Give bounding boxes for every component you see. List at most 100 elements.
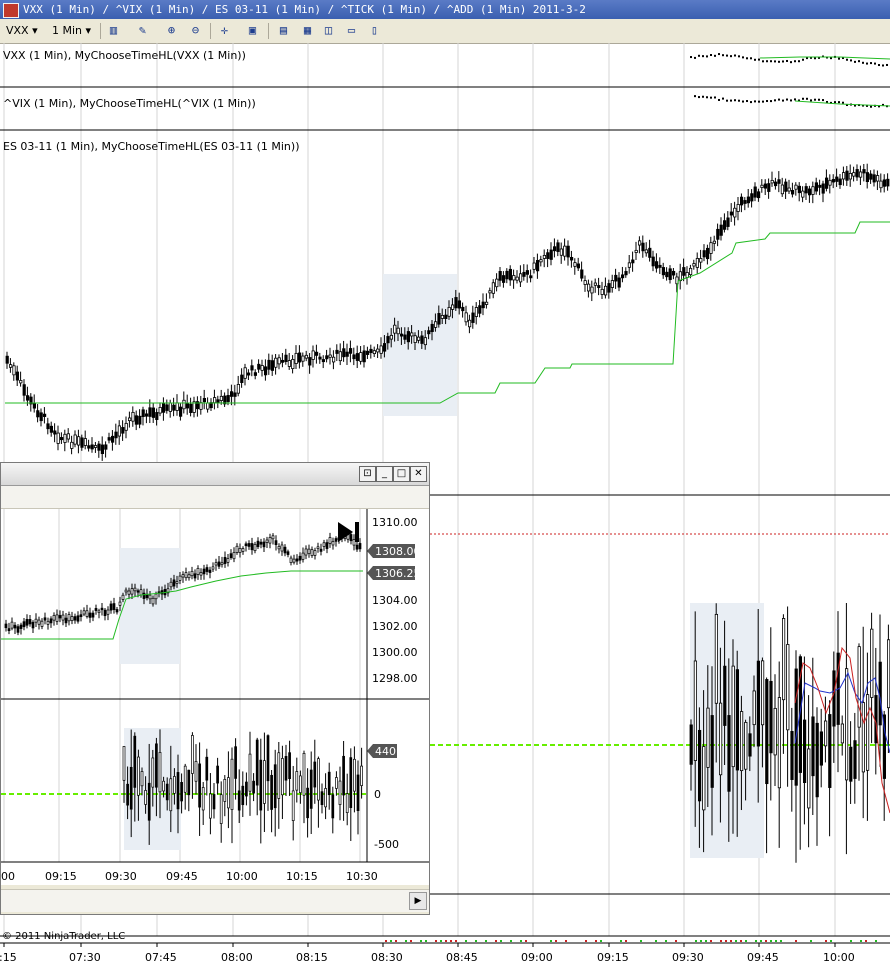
candle-body: [835, 176, 839, 182]
strategy-icon[interactable]: ▤: [279, 23, 288, 37]
candle-body: [689, 267, 693, 276]
strip-marker: [500, 940, 502, 942]
inset-candle-body: [244, 543, 248, 547]
interval-selector[interactable]: 1 Min ▾: [52, 24, 92, 37]
horizontal-scrollbar[interactable]: ▶: [1, 889, 429, 912]
chart-trader-icon[interactable]: ◫: [324, 23, 333, 37]
vix-point: [866, 104, 868, 107]
main-chart-area[interactable]: VXX (1 Min), MyChooseTimeHL(VXX (1 Min))…: [0, 43, 890, 976]
bar-type-icon[interactable]: ▥: [109, 23, 118, 37]
candle-body: [763, 183, 768, 189]
inset-candle-body: [193, 573, 197, 579]
candle-body: [886, 178, 890, 187]
zoom-out-icon[interactable]: ⊖: [191, 23, 200, 37]
window-linking-icon[interactable]: ▯: [370, 23, 379, 37]
inset-candle-body: [106, 609, 110, 615]
candle-body: [760, 184, 764, 188]
minimize-icon[interactable]: _: [376, 466, 393, 482]
vxx-point: [754, 58, 756, 61]
tick-bar-body: [828, 714, 832, 788]
strip-marker: [780, 940, 782, 942]
candle-body: [233, 392, 237, 397]
candle-body: [73, 434, 77, 445]
tick-bar-body: [853, 740, 857, 779]
inset-tick-body: [137, 756, 140, 796]
candle-body: [189, 403, 193, 413]
candle-body: [706, 247, 710, 260]
candle-body: [382, 343, 387, 352]
pencil-icon[interactable]: ✎: [138, 23, 147, 37]
time-axis-label: 09:30: [672, 951, 704, 964]
candle-body: [444, 314, 448, 319]
crosshair-icon[interactable]: ✛: [220, 23, 229, 37]
indicator-icon[interactable]: ▦: [303, 23, 312, 37]
inset-candle-body: [238, 548, 242, 553]
instrument-selector[interactable]: VXX ▾: [6, 24, 38, 37]
candle-body: [185, 402, 189, 409]
candle-body: [389, 334, 394, 340]
floating-window-title-bar[interactable]: ⊡ _ □ ✕: [1, 463, 429, 486]
candle-body: [325, 355, 329, 360]
inset-candle-body: [127, 590, 131, 595]
candle-body: [104, 444, 108, 450]
strip-marker: [710, 940, 712, 942]
time-axis-label: 10:00: [823, 951, 855, 964]
svg-text:10:15: 10:15: [286, 870, 318, 883]
tick-bar-body: [761, 660, 765, 726]
candle-body: [512, 275, 516, 281]
candle-body: [195, 401, 200, 410]
floating-chart-window[interactable]: ⊡ _ □ ✕ 1310.00 1304.00 1302.00 1300.00 …: [0, 462, 430, 915]
data-box-icon[interactable]: ▭: [347, 23, 356, 37]
time-axis-label: 09:15: [597, 951, 629, 964]
candle-body: [250, 365, 254, 371]
inset-tick-bars: [122, 729, 363, 845]
inset-tick-body: [216, 765, 219, 784]
inset-tick-body: [309, 769, 313, 809]
inset-tick-body: [248, 753, 252, 792]
candle-body: [648, 247, 652, 258]
inset-candle-body: [121, 594, 125, 600]
close-icon[interactable]: ✕: [410, 466, 427, 482]
inset-tick-body: [284, 756, 288, 781]
inset-candle-body: [196, 568, 200, 575]
vix-point: [766, 100, 768, 103]
candle-body: [365, 350, 370, 355]
floating-chart-plot[interactable]: 1310.00 1304.00 1302.00 1300.00 1298.00 …: [1, 509, 429, 885]
inset-candle-body: [334, 538, 338, 542]
inset-candle-body: [73, 616, 77, 621]
scroll-to-end-icon[interactable]: [338, 522, 359, 542]
inset-candle-body: [136, 590, 140, 593]
candle-body: [240, 374, 244, 383]
zoom-in-icon[interactable]: ⊕: [167, 23, 176, 37]
pin-icon[interactable]: ⊡: [359, 466, 376, 482]
tick-bar-body: [735, 669, 740, 771]
strip-marker: [440, 940, 442, 942]
strip-marker: [600, 940, 602, 942]
candle-body: [243, 367, 247, 379]
inset-tick-body: [133, 735, 137, 788]
properties-icon[interactable]: ▣: [248, 23, 257, 37]
strip-marker: [775, 940, 777, 942]
candle-body: [525, 270, 530, 275]
vxx-point: [794, 60, 796, 63]
tick-bar-body: [698, 729, 702, 802]
vxx-point: [814, 57, 816, 60]
inset-tick-body: [209, 793, 212, 819]
vxx-point: [702, 55, 704, 58]
candle-body: [5, 355, 9, 364]
inset-tick-body: [237, 790, 241, 811]
inset-tick-body: [151, 757, 155, 788]
time-axis-label: 07:45: [145, 951, 177, 964]
inset-candle-body: [355, 544, 359, 550]
candle-body: [420, 335, 424, 344]
inset-candle-body: [304, 548, 308, 556]
candle-body: [280, 359, 285, 363]
tick-bar-body: [714, 613, 719, 704]
candle-body: [838, 178, 842, 186]
candle-body: [876, 175, 880, 182]
inset-tick-body: [349, 757, 353, 808]
candle-body: [257, 363, 261, 370]
candle-body: [151, 407, 155, 418]
maximize-icon[interactable]: □: [393, 466, 410, 482]
scroll-right-arrow-icon[interactable]: ▶: [409, 892, 427, 910]
